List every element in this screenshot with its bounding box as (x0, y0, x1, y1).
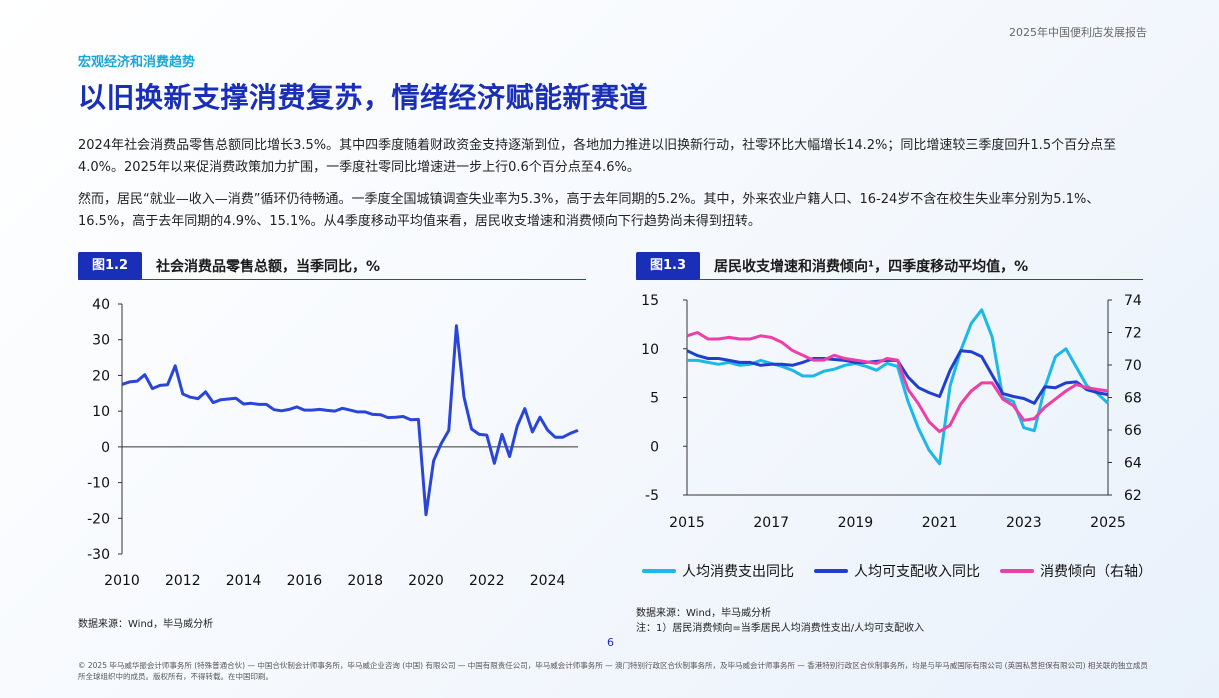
income-consumption-chart: 15 10 5 0 -5 74 72 70 68 66 64 62 2015 2017 2019 2021 20… (641, 293, 1142, 531)
figure-1-2-title: 社会消费品零售总额，当季同比，% (156, 258, 381, 275)
figure-1-3-header: 图1.3 居民收支增速和消费倾向¹，四季度移动平均值，% (636, 251, 1143, 280)
series-line-propensity (686, 331, 1109, 434)
y-tick-label: -30 (87, 547, 110, 563)
y-tick-label: 40 (92, 297, 110, 313)
x-tick-label: 2015 (669, 515, 705, 531)
right-tick-label: 68 (1124, 391, 1142, 407)
figure-1-3-title: 居民收支增速和消费倾向¹，四季度移动平均值，% (714, 258, 1029, 275)
right-tick-label: 72 (1124, 326, 1142, 342)
x-tick-label: 2025 (1090, 515, 1126, 531)
left-tick-label: 5 (650, 391, 659, 407)
y-tick-label: 0 (101, 440, 110, 456)
left-tick-label: -5 (645, 488, 659, 504)
left-tick-label: 10 (641, 342, 659, 358)
series-line-retail-sales (121, 324, 579, 517)
page-number: 6 (607, 636, 614, 649)
report-title: 2025年中国便利店发展报告 (1009, 26, 1147, 39)
legend-swatch-income (814, 569, 848, 573)
x-tick-label: 2010 (104, 573, 140, 589)
left-tick-label: 0 (650, 439, 659, 455)
x-tick-label: 2023 (1006, 515, 1042, 531)
x-tick-label: 2021 (922, 515, 958, 531)
legend-swatch-consumption (642, 569, 676, 573)
legend-item-propensity: 消费倾向（右轴） (1000, 561, 1152, 581)
section-label: 宏观经济和消费趋势 (78, 55, 196, 70)
x-tick-label: 2017 (753, 515, 789, 531)
figure-1-3-source: 数据来源：Wind，毕马威分析 (636, 608, 772, 619)
right-tick-label: 74 (1124, 293, 1142, 309)
right-tick-label: 62 (1124, 488, 1142, 504)
legend-label-consumption: 人均消费支出同比 (682, 564, 794, 580)
x-tick-label: 2016 (287, 573, 323, 589)
y-tick-label: 10 (92, 404, 110, 420)
x-tick-label: 2020 (408, 573, 444, 589)
y-tick-label: -10 (87, 476, 110, 492)
y-tick-label: 30 (92, 333, 110, 349)
x-tick-label: 2014 (226, 573, 262, 589)
x-tick-label: 2018 (347, 573, 383, 589)
legend-item-consumption: 人均消费支出同比 (642, 561, 794, 581)
right-tick-label: 66 (1124, 423, 1142, 439)
legend-item-income: 人均可支配收入同比 (814, 561, 980, 581)
figure-1-2-source: 数据来源：Wind，毕马威分析 (78, 619, 214, 630)
x-tick-label: 2019 (838, 515, 874, 531)
footer-copyright: © 2025 毕马威华振会计师事务所 (特殊普通合伙) — 中国合伙制会计师事务… (78, 661, 1148, 681)
figure-1-3-tag: 图1.3 (636, 251, 701, 280)
figure-1-2-header: 图1.2 社会消费品零售总额，当季同比，% (78, 251, 586, 280)
legend-swatch-propensity (1000, 569, 1034, 573)
page-headline: 以旧换新支撑消费复苏，情绪经济赋能新赛道 (78, 81, 649, 114)
legend-label-propensity: 消费倾向（右轴） (1040, 564, 1152, 580)
paragraph-employment-income: 然而，居民“就业—收入—消费”循环仍待畅通。一季度全国城镇调查失业率为5.3%，… (78, 192, 1100, 229)
left-tick-label: 15 (641, 293, 659, 309)
right-tick-label: 70 (1124, 358, 1142, 374)
y-tick-label: -20 (87, 511, 110, 527)
paragraph-retail-growth: 2024年社会消费品零售总额同比增长3.5%。其中四季度随着财政资金支持逐渐到位… (78, 138, 1117, 175)
right-tick-label: 64 (1124, 456, 1142, 472)
legend-label-income: 人均可支配收入同比 (854, 564, 980, 580)
figure-1-3-note: 注：1）居民消费倾向=当季居民人均消费性支出/人均可支配收入 (636, 623, 925, 634)
x-tick-label: 2012 (165, 573, 201, 589)
figure-1-2-tag: 图1.2 (78, 251, 143, 280)
chart-legend: 人均消费支出同比 人均可支配收入同比 消费倾向（右轴） (642, 561, 1152, 581)
x-tick-label: 2022 (469, 573, 505, 589)
x-tick-label: 2024 (530, 573, 566, 589)
y-tick-label: 20 (92, 368, 110, 384)
